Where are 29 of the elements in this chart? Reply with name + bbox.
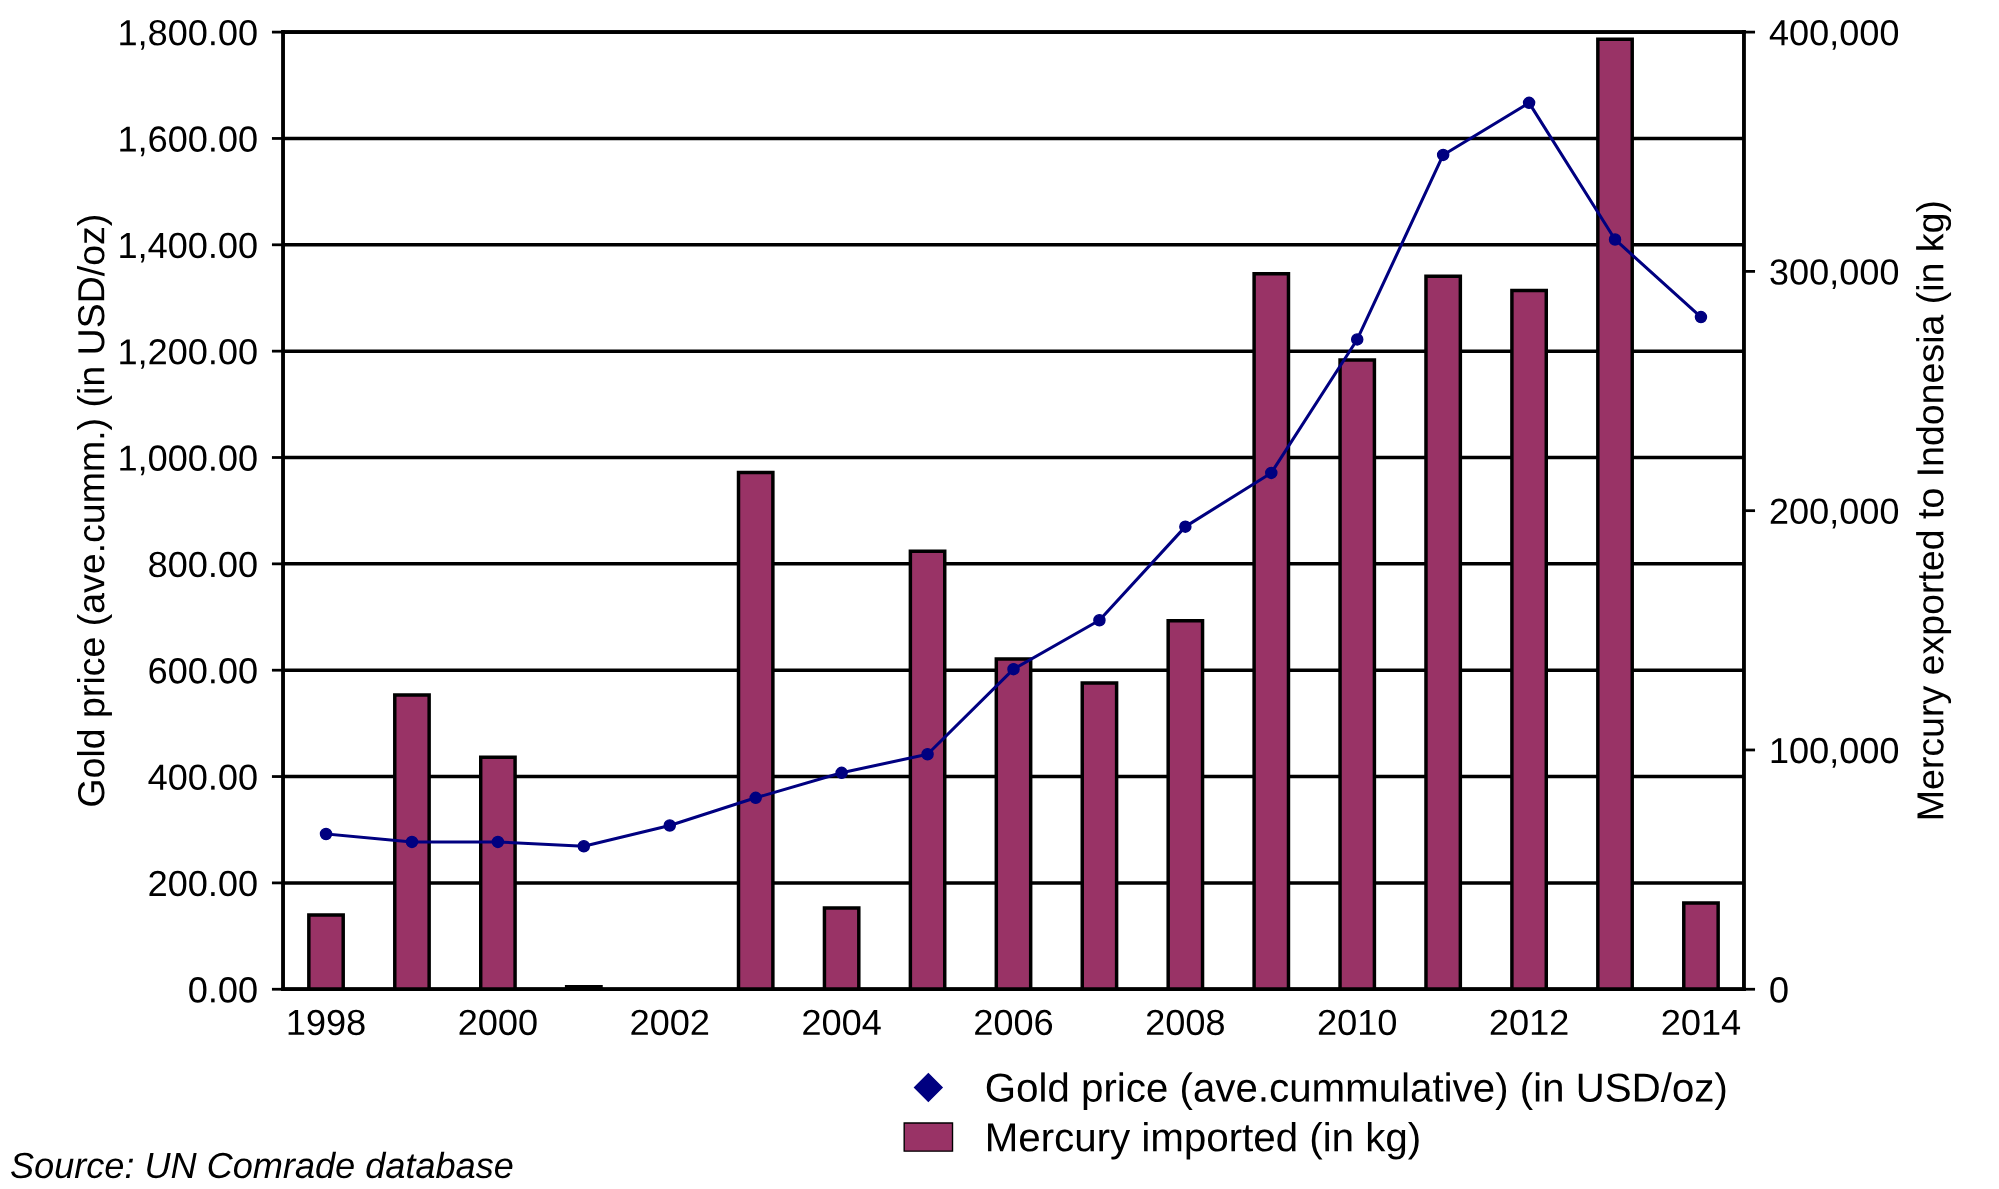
source-note: Source: UN Comrade database: [11, 1151, 513, 1179]
legend-label: Gold price (ave.cummulative) (in USD/oz): [986, 1072, 1726, 1110]
y-tick-label: 1,400.00: [120, 232, 257, 263]
legend-label: Mercury imported (in kg): [988, 1121, 1419, 1160]
y2-tick-label: 300,000: [1770, 259, 1899, 290]
y-tick-label: 200.00: [149, 870, 257, 897]
x-tick-label: 2012: [1490, 1009, 1568, 1036]
x-tick-label: 2008: [1147, 1009, 1224, 1036]
y-tick-label: 1,600.00: [120, 126, 257, 157]
y-tick-label: 1,800.00: [120, 19, 257, 50]
x-tick-label: 2014: [1662, 1009, 1741, 1036]
y2-tick-label: 0: [1770, 977, 1788, 1003]
y-tick-label: 1,000.00: [120, 445, 257, 476]
x-tick-label: 1998: [288, 1009, 365, 1036]
x-tick-label: 2004: [803, 1009, 881, 1036]
y2-tick-label: 400,000: [1769, 19, 1899, 50]
x-tick-label: 2002: [631, 1009, 709, 1036]
y-tick-label: 800.00: [149, 551, 257, 578]
x-tick-label: 2006: [975, 1009, 1053, 1036]
y-tick-label: 400.00: [148, 764, 257, 790]
y2-tick-label: 200,000: [1770, 498, 1899, 529]
y-tick-label: 1,200.00: [120, 339, 257, 369]
y-axis-title: Gold price (ave.cumm.) (in USD/oz): [76, 216, 112, 806]
x-tick-label: 2010: [1318, 1009, 1396, 1036]
y-tick-label: 600.00: [149, 658, 257, 684]
y2-axis-title: Mercury exported to Indonesia (in kg): [1916, 202, 1952, 819]
y-tick-label: 0.00: [189, 977, 257, 1003]
y2-tick-label: 100,000: [1771, 737, 1899, 768]
x-tick-label: 2000: [459, 1009, 537, 1036]
